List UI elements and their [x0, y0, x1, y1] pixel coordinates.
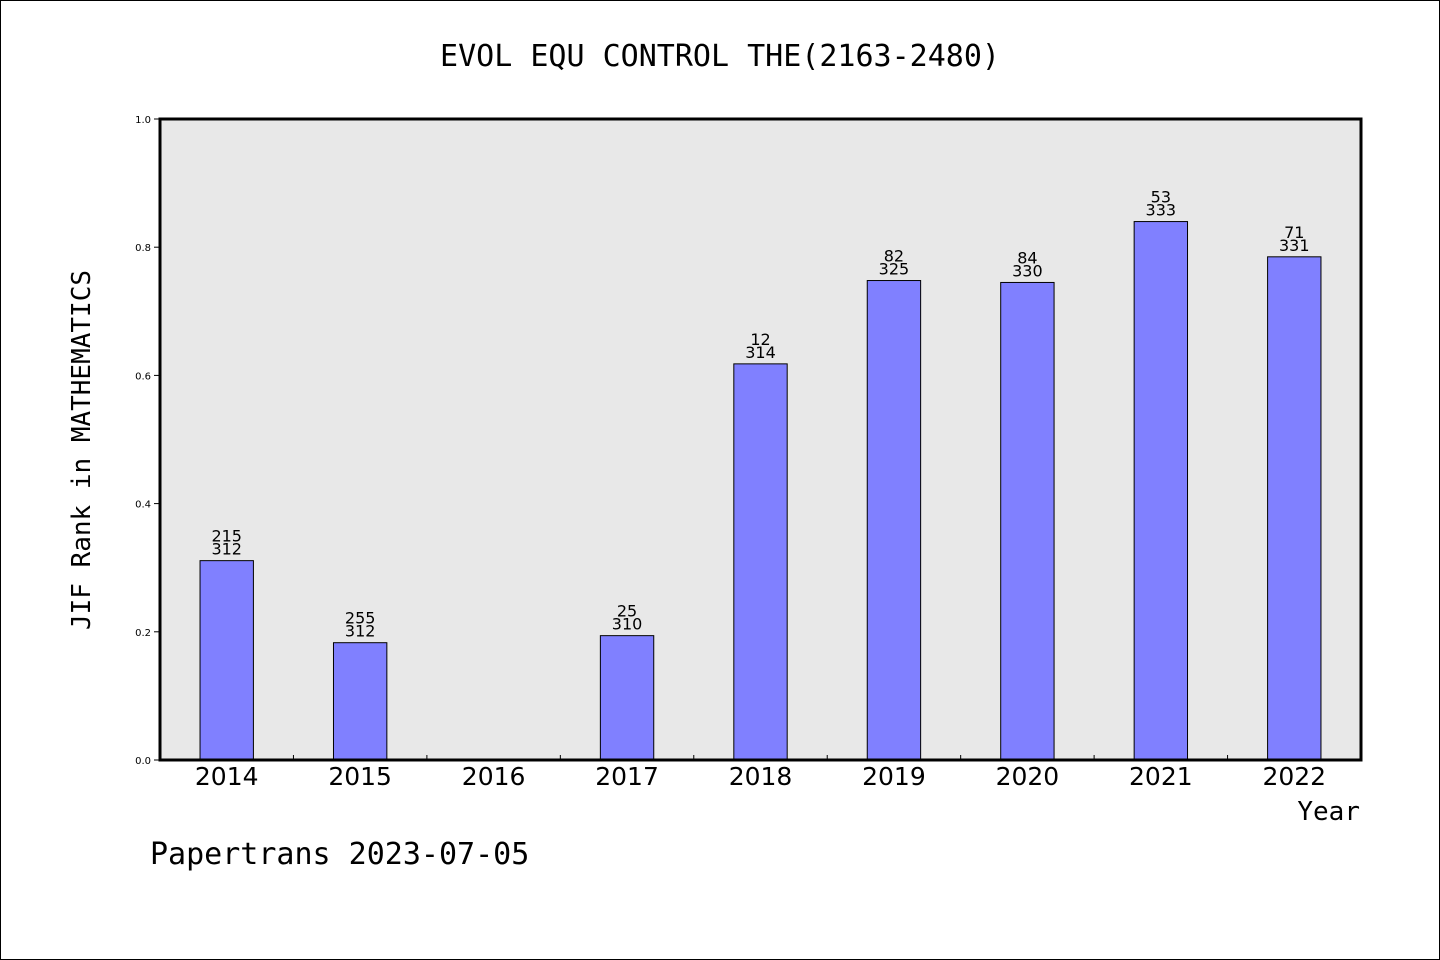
data-label-total: 312 [211, 540, 242, 559]
data-label-total: 310 [612, 615, 643, 634]
data-label-total: 331 [1279, 236, 1310, 255]
x-tick-label: 2019 [862, 762, 926, 791]
bar [599, 635, 655, 761]
data-label-rank: 71 [1284, 223, 1304, 242]
plot-border [158, 117, 1363, 762]
x-axis-label: Year [1297, 797, 1360, 827]
data-label-total: 312 [345, 622, 376, 641]
y-tick-label: 0.2 [135, 628, 151, 639]
data-labels: 2153122553122531012314823258433053333713… [211, 188, 1309, 641]
data-label-rank: 25 [617, 602, 637, 621]
x-tick-label: 2014 [195, 762, 259, 791]
x-tick-label: 2015 [328, 762, 392, 791]
bar [199, 560, 254, 761]
data-label-rank: 12 [750, 330, 770, 349]
data-label-total: 333 [1146, 201, 1177, 220]
bars-group [199, 221, 1322, 761]
y-tick-label: 0.0 [135, 756, 151, 767]
data-label-rank: 255 [345, 609, 376, 628]
x-tick-label: 2022 [1262, 762, 1326, 791]
x-tick-label: 2016 [462, 762, 526, 791]
bar [1000, 281, 1055, 761]
x-tick-label: 2021 [1129, 762, 1193, 791]
data-label-rank: 53 [1151, 188, 1171, 207]
y-axis-ticks: 0.0 0.2 0.4 0.6 0.8 1.0 [135, 115, 160, 767]
bar [866, 280, 922, 761]
y-tick-label: 1.0 [135, 115, 151, 126]
bar [1133, 221, 1189, 761]
footer-credit: Papertrans 2023-07-05 [150, 837, 529, 872]
y-axis-label: JIF Rank in MATHEMATICS [67, 270, 97, 630]
data-label-rank: 84 [1017, 248, 1037, 267]
x-tick-label: 2018 [729, 762, 793, 791]
bar [332, 642, 388, 761]
bar [1267, 256, 1322, 761]
x-tick-label: 2017 [595, 762, 659, 791]
y-tick-label: 0.4 [135, 500, 151, 511]
chart-title: EVOL EQU CONTROL THE(2163-2480) [440, 39, 1000, 74]
x-axis-ticks: 2014 2015 2016 2017 2018 2019 2020 2021 2022 [195, 755, 1326, 791]
data-label-total: 330 [1012, 261, 1043, 280]
bar [733, 363, 788, 761]
y-tick-label: 0.8 [135, 243, 151, 254]
data-label-total: 314 [745, 343, 776, 362]
data-label-rank: 215 [211, 527, 242, 546]
x-tick-label: 2020 [996, 762, 1060, 791]
data-label-total: 325 [879, 260, 910, 279]
data-label-rank: 82 [884, 247, 904, 266]
y-tick-label: 0.6 [135, 371, 151, 382]
